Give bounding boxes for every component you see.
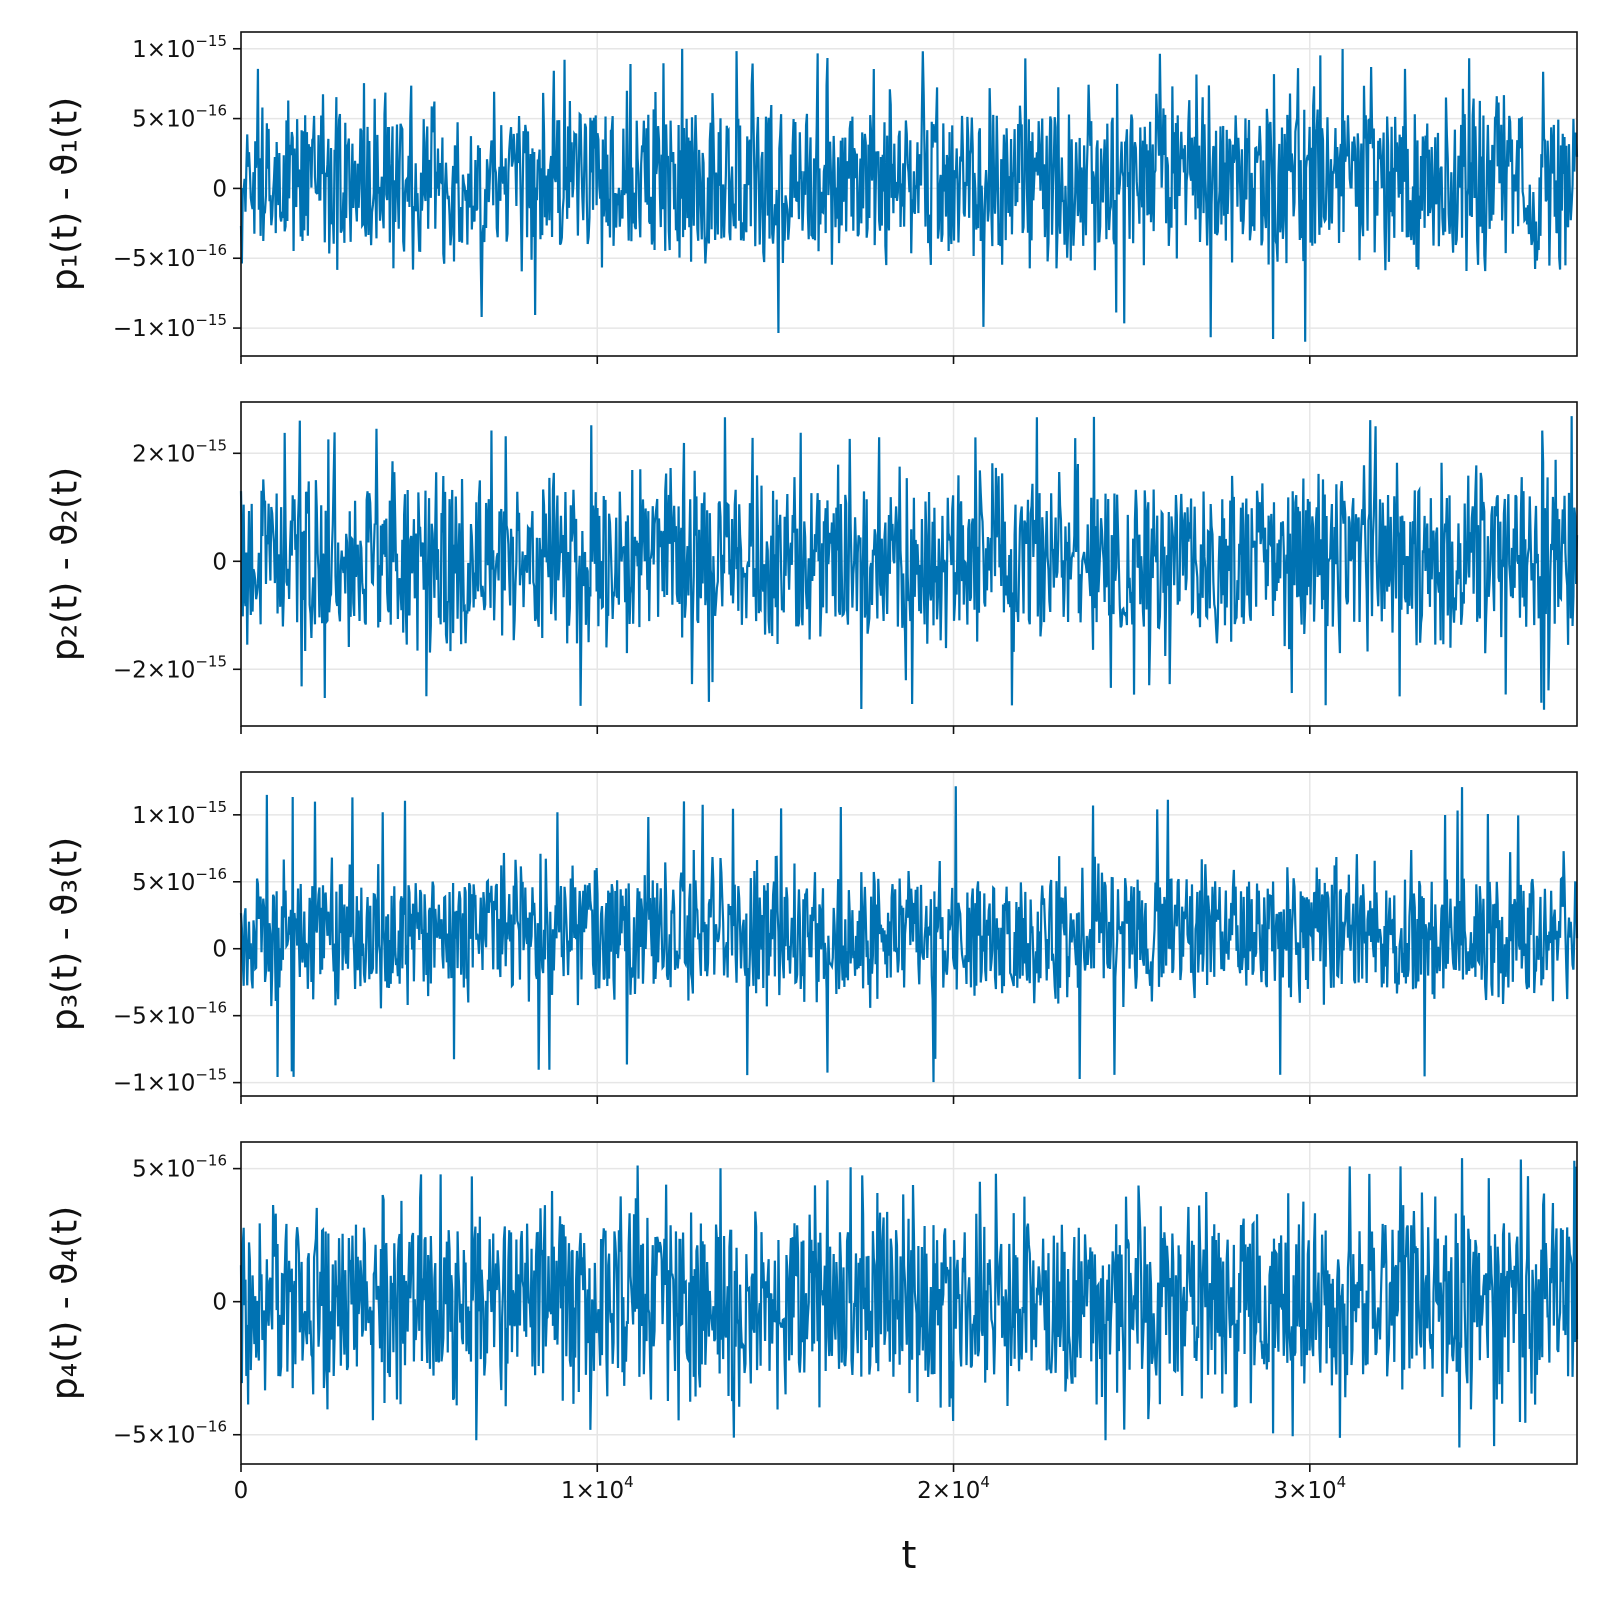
series-line: [239, 1158, 1579, 1448]
y-axis-label: p₁(t) - ϑ₁(t): [45, 97, 86, 291]
panel-4: −5×10−16 0 5×10−16 p₄(t) - ϑ₄(t) 0 1×104 2×104…: [45, 1141, 1579, 1577]
x-tick-label: 0: [234, 1478, 249, 1504]
y-axis-label: p₂(t) - ϑ₂(t): [45, 467, 86, 661]
y-tick-label: 1×10−15: [132, 32, 227, 63]
series-line: [239, 48, 1579, 342]
y-tick-label: −1×10−15: [113, 1066, 227, 1097]
y-tick-label: −5×10−16: [113, 999, 227, 1030]
y-tick-label: 2×10−15: [132, 436, 227, 467]
y-tick-label: 5×10−16: [132, 1152, 227, 1183]
y-tick-label: 0: [212, 549, 227, 575]
x-tick-label: 1×104: [561, 1473, 634, 1504]
y-tick-label: 0: [212, 1290, 227, 1316]
panel-3: −1×10−15 −5×10−16 0 5×10−16 1×10−15 p₃(t) - ϑ…: [45, 771, 1579, 1104]
x-tick-label: 2×104: [917, 1473, 990, 1504]
panel-2: −2×10−15 0 2×10−15 p₂(t) - ϑ₂(t): [45, 401, 1579, 734]
y-tick-label: 5×10−16: [132, 865, 227, 896]
y-axis-label: p₃(t) - ϑ₃(t): [45, 837, 86, 1031]
x-tick-label: 3×104: [1273, 1473, 1346, 1504]
y-tick-label: 5×10−16: [132, 102, 227, 133]
plot-frame: [240, 1141, 1578, 1465]
y-axis-label: p₄(t) - ϑ₄(t): [45, 1206, 86, 1400]
plot-frame: [240, 771, 1578, 1097]
y-tick-label: −5×10−16: [113, 241, 227, 272]
series-line: [239, 786, 1579, 1083]
y-tick-label: 1×10−15: [132, 798, 227, 829]
y-tick-label: 0: [212, 937, 227, 963]
series-line: [239, 416, 1579, 710]
y-tick-label: −1×10−15: [113, 311, 227, 342]
plot-frame: [240, 401, 1578, 727]
x-axis-label: t: [902, 1533, 917, 1577]
panel-1: −1×10−15 −5×10−16 0 5×10−16 1×10−15 p₁(t) - ϑ…: [45, 31, 1579, 364]
plot-frame: [240, 31, 1578, 357]
y-tick-label: 0: [212, 176, 227, 202]
y-tick-label: −5×10−16: [113, 1418, 227, 1449]
y-tick-label: −2×10−15: [113, 652, 227, 683]
